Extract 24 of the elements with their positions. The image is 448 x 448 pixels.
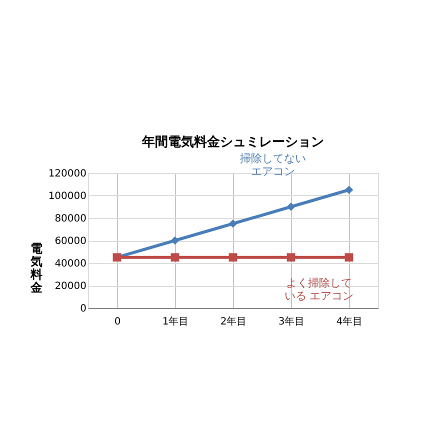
y-tick-label: 0 <box>80 304 86 314</box>
x-tick-label: 4年目 <box>336 316 363 328</box>
y-axis-title: 電気料金 <box>30 242 44 294</box>
chart-title: 年間電気料金シュミレーション <box>141 134 324 150</box>
y-tick-label: 20000 <box>54 281 86 292</box>
x-tick-label: 3年目 <box>278 316 305 328</box>
y-tick-label: 80000 <box>54 214 86 224</box>
y-tick-label: 60000 <box>54 236 86 247</box>
point <box>286 253 296 262</box>
point <box>170 253 180 262</box>
point <box>286 202 296 211</box>
x-tick-label: 0 <box>114 316 121 328</box>
point <box>228 253 238 262</box>
y-tick-label: 40000 <box>54 258 86 270</box>
series-label: よく掃除している エアコン <box>284 276 354 302</box>
point <box>344 186 354 194</box>
point <box>228 219 238 228</box>
y-tick-label: 120000 <box>48 168 86 180</box>
point <box>344 253 354 262</box>
x-tick-label: 2年目 <box>220 316 247 328</box>
y-tick-label: 100000 <box>48 191 86 202</box>
point <box>170 236 180 245</box>
x-tick-label: 1年目 <box>162 316 189 328</box>
text: 掃除してないエアコン <box>240 152 306 178</box>
